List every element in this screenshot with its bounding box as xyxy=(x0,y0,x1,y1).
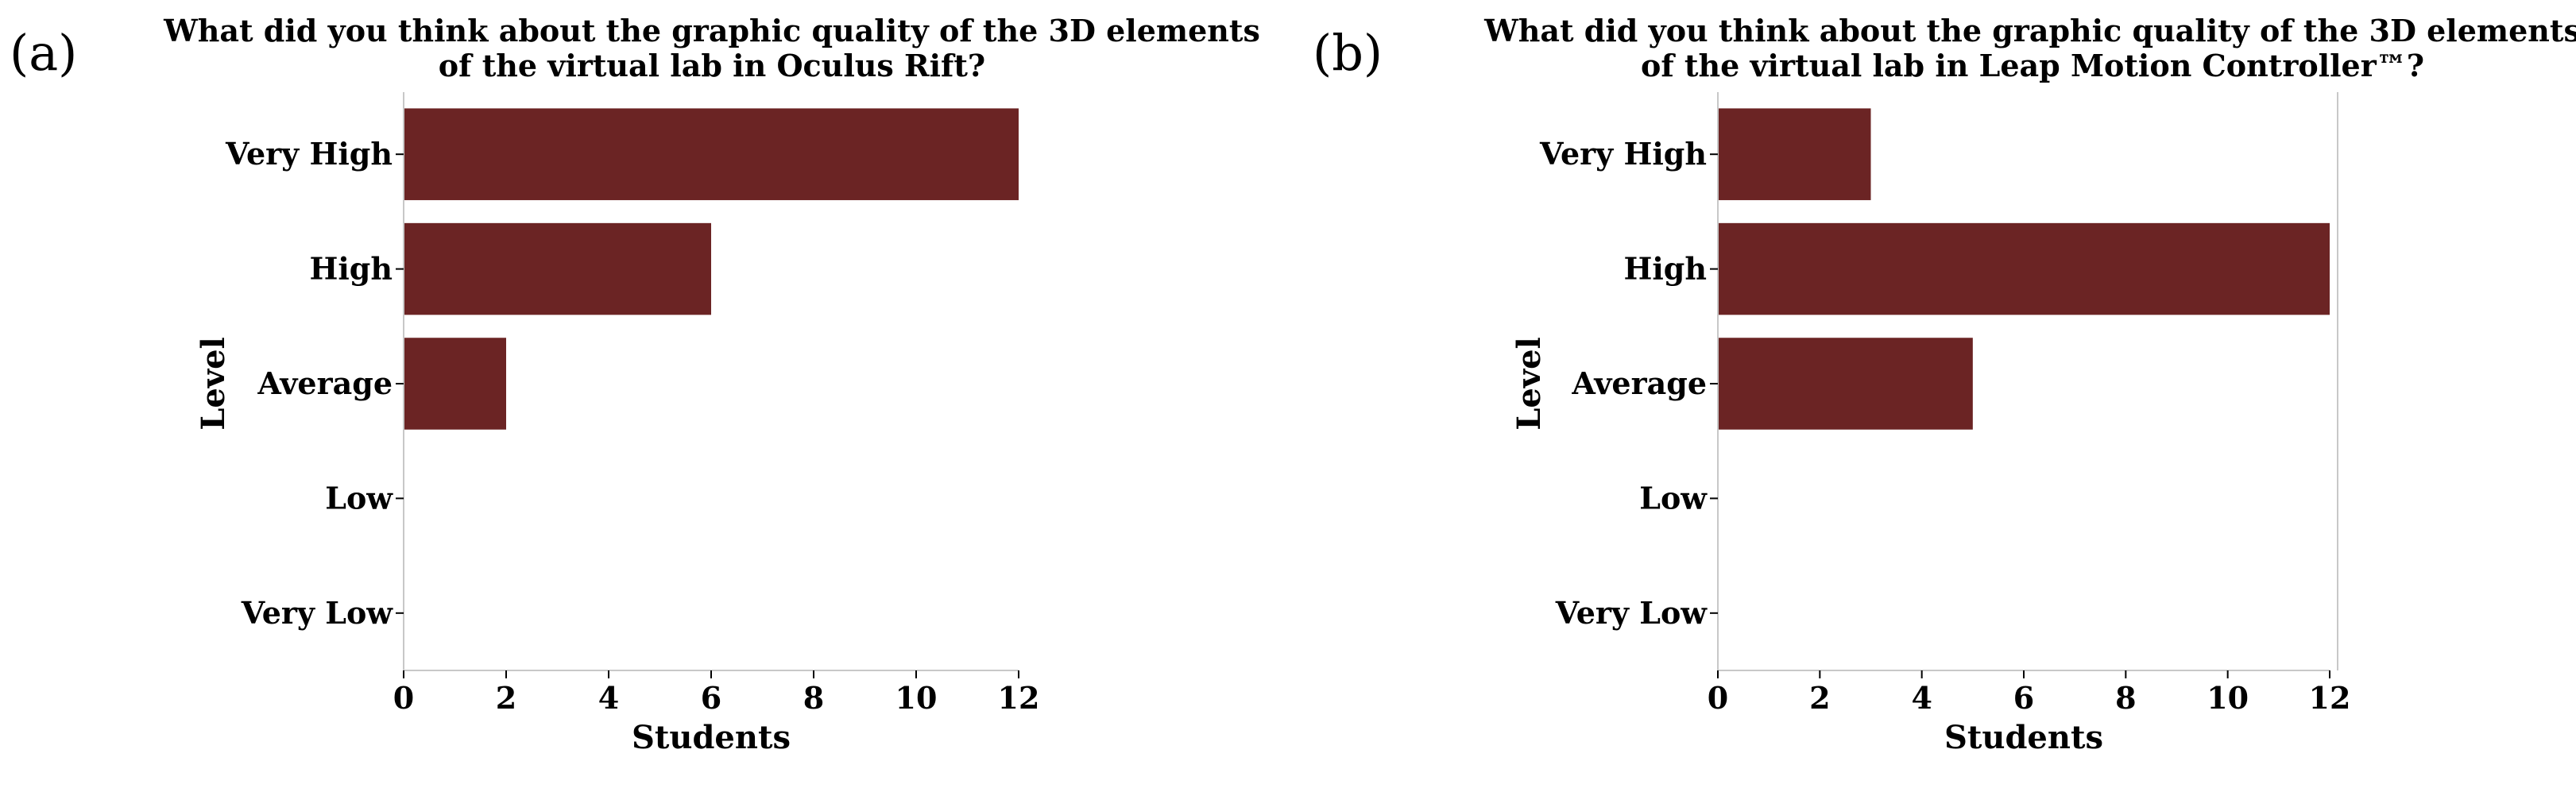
y-tick-label: Average xyxy=(257,365,393,401)
chart-title-line: of the virtual lab in Leap Motion Contro… xyxy=(1641,48,2424,83)
y-tick-label: High xyxy=(1623,251,1707,287)
bar xyxy=(1718,222,2330,315)
x-tick-label: 10 xyxy=(895,680,938,716)
y-tick-label: Low xyxy=(325,480,393,516)
x-tick-label: 4 xyxy=(598,680,619,716)
y-axis-label: Level xyxy=(195,337,232,430)
x-tick-label: 2 xyxy=(496,680,516,716)
x-tick-label: 10 xyxy=(2207,680,2249,716)
x-axis-label: Students xyxy=(632,719,791,756)
x-tick-label: 8 xyxy=(2115,680,2136,716)
x-tick-label: 6 xyxy=(2013,680,2034,716)
y-tick-label: Very High xyxy=(225,136,393,172)
y-tick-label: Low xyxy=(1639,480,1708,516)
y-tick-label: High xyxy=(309,251,393,287)
y-tick-label: Very High xyxy=(1539,136,1707,172)
y-axis-label: Level xyxy=(1510,337,1548,430)
panel-letter: (b) xyxy=(1313,24,1383,82)
panel-letter: (a) xyxy=(10,24,77,82)
chart-a: (a) What did you think about the graphic … xyxy=(10,13,1260,756)
x-tick-label: 2 xyxy=(1809,680,1830,716)
x-tick-label: 0 xyxy=(393,680,414,716)
x-tick-label: 4 xyxy=(1911,680,1932,716)
bar xyxy=(404,222,711,315)
x-tick-label: 8 xyxy=(803,680,824,716)
chart-title-line: What did you think about the graphic qua… xyxy=(1483,13,2576,48)
chart-b: (b) What did you think about the graphic … xyxy=(1313,13,2576,756)
chart-title-line: of the virtual lab in Oculus Rift? xyxy=(439,48,985,83)
y-tick-label: Average xyxy=(1571,365,1707,401)
bar xyxy=(1718,338,1973,430)
bar xyxy=(1718,108,1871,200)
x-tick-label: 12 xyxy=(998,680,1040,716)
y-tick-label: Very Low xyxy=(1555,595,1708,631)
y-tick-label: Very Low xyxy=(241,595,394,631)
x-tick-label: 6 xyxy=(701,680,721,716)
x-tick-label: 0 xyxy=(1708,680,1728,716)
bar xyxy=(404,338,506,430)
x-tick-label: 12 xyxy=(2309,680,2351,716)
bar xyxy=(404,108,1019,200)
x-axis-label: Students xyxy=(1944,719,2103,756)
chart-title-line: What did you think about the graphic qua… xyxy=(163,13,1260,48)
